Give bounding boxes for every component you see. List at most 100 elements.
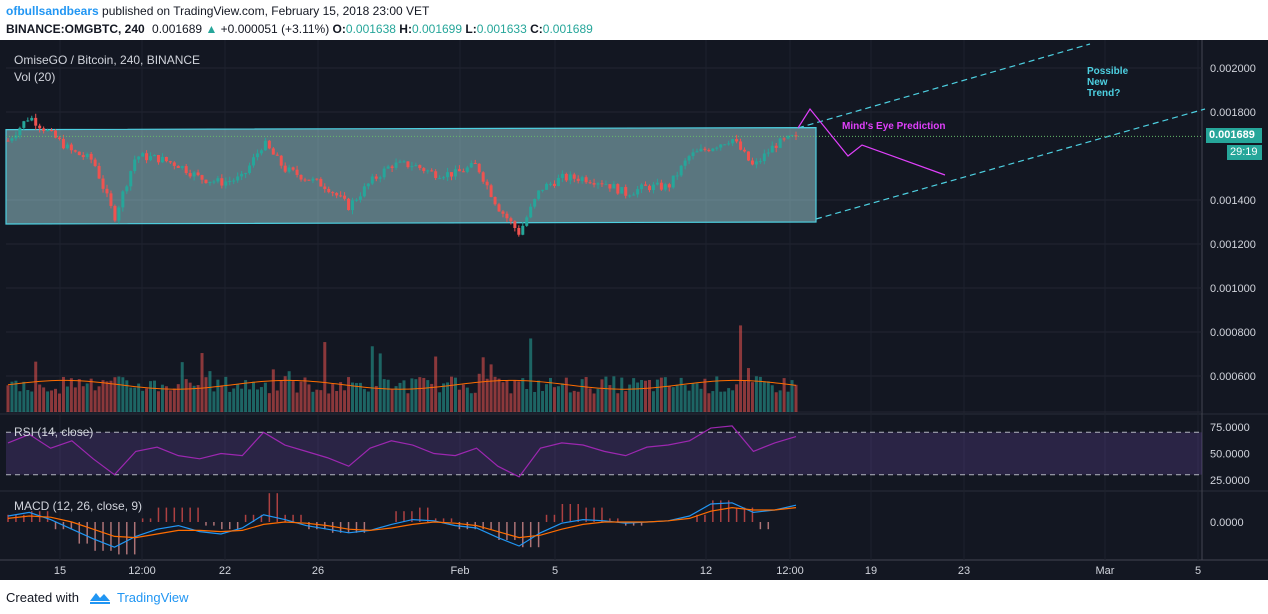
candle-body (402, 161, 406, 163)
volume-bar (228, 391, 232, 412)
candle-body (220, 178, 224, 186)
publish-line: ofbullsandbears published on TradingView… (6, 4, 429, 18)
volume-bar (153, 380, 157, 412)
candle-body (608, 184, 612, 189)
candle-body (731, 139, 735, 144)
volume-bar (647, 379, 651, 412)
candle-body (354, 199, 358, 201)
candle-body (295, 169, 299, 175)
trend-label-line3: Trend? (1087, 88, 1121, 99)
author-link[interactable]: ofbullsandbears (6, 4, 99, 18)
countdown-badge: 29:19 (1227, 145, 1262, 160)
tradingview-link[interactable]: TradingView (117, 590, 189, 605)
candle-body (663, 184, 667, 190)
volume-bar (624, 391, 628, 412)
chart-area[interactable]: 0.002000 0.001800 0.001400 0.001200 0.001000… (0, 40, 1268, 580)
tradingview-logo-icon[interactable] (88, 589, 112, 605)
candle-body (564, 173, 568, 181)
volume-bar (208, 371, 212, 412)
volume-bar (659, 377, 663, 412)
volume-bar (410, 378, 414, 412)
volume-bar (283, 376, 287, 412)
volume-bar (691, 383, 695, 412)
candle-body (10, 138, 14, 141)
candle-body (149, 156, 153, 161)
candle-body (362, 186, 366, 197)
volume-bar (378, 353, 382, 412)
candle-body (26, 120, 30, 122)
volume-bar (303, 377, 307, 412)
volume-bar (604, 376, 608, 412)
volume-bar (184, 379, 188, 412)
candle-body (287, 167, 291, 172)
candle-body (6, 140, 10, 142)
volume-bar (735, 384, 739, 412)
candle-body (125, 186, 129, 192)
volume-bar (343, 390, 347, 412)
candle-body (117, 207, 121, 221)
candle-body (556, 177, 560, 187)
volume-bar (695, 383, 699, 412)
volume-bar (22, 381, 26, 412)
chart-canvas[interactable]: 0.002000 0.001800 0.001400 0.001200 0.001000… (0, 40, 1268, 580)
prediction-label: Mind's Eye Prediction (842, 121, 946, 132)
volume-bar (533, 391, 537, 412)
candle-body (588, 182, 592, 184)
volume-bars (6, 325, 1202, 413)
volume-bar (628, 384, 632, 412)
created-with-text: Created with (6, 590, 79, 605)
price-tick-label: 0.000800 (1210, 327, 1256, 339)
candle-body (604, 184, 608, 186)
volume-bar (200, 353, 204, 412)
candle-body (200, 175, 204, 180)
high-value: 0.001699 (411, 22, 463, 36)
candle-body (695, 151, 699, 153)
candle-body (240, 173, 244, 177)
volume-bar (497, 378, 501, 412)
volume-bar (750, 382, 754, 412)
candle-body (758, 161, 762, 163)
volume-bar (663, 377, 667, 412)
volume-bar (105, 381, 109, 412)
candle-body (612, 184, 616, 189)
volume-bar (473, 392, 477, 412)
candle-body (34, 117, 38, 126)
candle-body (50, 130, 54, 132)
volume-bar (766, 381, 770, 412)
volume-bar (347, 377, 351, 412)
candle-body (790, 135, 794, 137)
candle-body (719, 144, 723, 148)
candle-body (85, 153, 89, 158)
candle-body (640, 184, 644, 190)
candle-body (180, 166, 184, 168)
candle-body (358, 196, 362, 200)
volume-bar (180, 362, 184, 412)
candle-body (746, 151, 750, 161)
candle-body (457, 169, 461, 172)
candle-body (707, 149, 711, 152)
volume-bar (414, 379, 418, 412)
volume-bar (192, 385, 196, 412)
volume-bar (212, 391, 216, 412)
candle-body (560, 173, 564, 178)
volume-bar (790, 380, 794, 412)
candle-body (782, 138, 786, 140)
candle-body (311, 178, 315, 181)
candle-body (410, 166, 414, 168)
candle-body (691, 152, 695, 157)
rsi-tick-label: 50.0000 (1210, 449, 1250, 461)
high-label: H: (399, 22, 412, 36)
volume-bar (434, 356, 438, 412)
volume-bar (351, 382, 355, 412)
candle-body (703, 148, 707, 150)
candle-body (727, 143, 731, 145)
candle-body (687, 156, 691, 161)
upper-trend-line (797, 43, 1091, 129)
volume-bar (640, 379, 644, 412)
candle-body (192, 172, 196, 177)
volume-bar (402, 380, 406, 412)
last-price-badge: 0.001689 (1206, 128, 1262, 143)
volume-bar (73, 387, 77, 412)
volume-bar (758, 376, 762, 412)
candle-body (93, 159, 97, 167)
